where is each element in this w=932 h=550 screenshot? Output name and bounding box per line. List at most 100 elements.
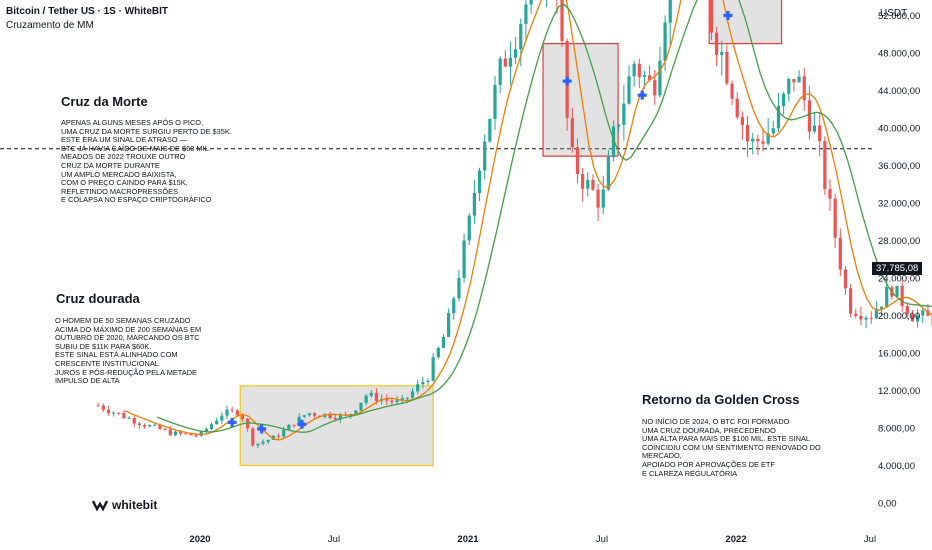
death-cross-title: Cruz da Morte bbox=[61, 94, 148, 109]
candle-body bbox=[849, 288, 853, 314]
y-tick-label: 36.000,00 bbox=[878, 161, 920, 172]
y-tick-label: 40.000,00 bbox=[878, 124, 920, 135]
candle-body bbox=[823, 141, 827, 190]
candle-body bbox=[452, 298, 456, 314]
highlight-box-layer bbox=[239, 0, 783, 467]
candle-body bbox=[194, 435, 198, 437]
candle-body bbox=[519, 23, 523, 50]
candle-body bbox=[524, 4, 528, 24]
candle-body bbox=[910, 314, 915, 322]
candle-body bbox=[591, 179, 595, 190]
candle-body bbox=[648, 75, 652, 80]
candle-body bbox=[617, 124, 621, 127]
candle-body bbox=[663, 22, 667, 61]
candle-body bbox=[359, 402, 363, 411]
candle-body bbox=[869, 317, 873, 319]
candle-body bbox=[374, 392, 379, 402]
candle-body bbox=[127, 417, 131, 419]
candle-body bbox=[313, 413, 317, 416]
candle-body bbox=[106, 409, 111, 414]
candle-body bbox=[771, 128, 775, 134]
ma-line-mm-50 bbox=[124, 0, 932, 441]
candle-body bbox=[431, 357, 435, 381]
indicator-label[interactable]: Cruzamento de MM bbox=[6, 20, 94, 31]
candle-body bbox=[256, 443, 260, 446]
candle-body bbox=[101, 405, 105, 410]
candle-body bbox=[405, 397, 409, 399]
candle-body bbox=[797, 76, 801, 83]
candle-body bbox=[410, 391, 415, 398]
candle-body bbox=[606, 156, 610, 190]
candle-body bbox=[916, 315, 920, 322]
candle-body bbox=[812, 125, 817, 132]
candle-body bbox=[782, 93, 786, 106]
candle-body bbox=[261, 441, 265, 444]
candle-body bbox=[766, 133, 770, 144]
cross-marker-layer bbox=[227, 11, 733, 434]
candle-body bbox=[137, 423, 141, 425]
candle-body bbox=[220, 415, 224, 421]
candle-body bbox=[179, 431, 183, 434]
candle-body bbox=[395, 400, 399, 403]
candle-body bbox=[807, 100, 811, 132]
candle-body bbox=[668, 0, 672, 23]
candle-body bbox=[441, 336, 446, 348]
candle-body bbox=[792, 79, 796, 83]
candle-body bbox=[627, 76, 631, 104]
ma-line-mm-200 bbox=[156, 0, 932, 433]
candle-body bbox=[142, 424, 147, 427]
candle-body bbox=[307, 413, 312, 416]
candle-body bbox=[601, 189, 605, 208]
candle-body bbox=[457, 277, 461, 299]
candle-body bbox=[148, 425, 152, 427]
candle-body bbox=[472, 193, 476, 216]
candle-body bbox=[467, 215, 471, 241]
candle-body bbox=[225, 409, 229, 416]
candle-body bbox=[653, 79, 657, 96]
candle-body bbox=[854, 313, 858, 316]
candle-body bbox=[493, 84, 497, 120]
candle-body bbox=[642, 75, 647, 78]
y-tick-label: 4.000,00 bbox=[878, 461, 915, 472]
candle-body bbox=[751, 139, 755, 142]
candle-body bbox=[895, 285, 899, 297]
candle-body bbox=[586, 179, 590, 189]
candle-body bbox=[421, 382, 425, 385]
candle-body bbox=[215, 420, 219, 425]
candle-body bbox=[503, 58, 507, 67]
brand-name: whitebit bbox=[112, 498, 158, 512]
candle-body bbox=[859, 315, 863, 320]
candle-body bbox=[776, 105, 781, 129]
currency-label[interactable]: USDT bbox=[880, 8, 908, 19]
candle-body bbox=[390, 400, 394, 403]
y-tick-label: 20.000,00 bbox=[878, 311, 920, 322]
candle-body bbox=[864, 317, 868, 320]
candle-body bbox=[715, 32, 719, 56]
candle-body bbox=[349, 414, 353, 416]
candle-body bbox=[926, 310, 930, 316]
y-tick-label: 44.000,00 bbox=[878, 86, 920, 97]
whitebit-logo-icon bbox=[92, 500, 108, 511]
candle-body bbox=[477, 170, 482, 194]
candle-body bbox=[369, 392, 373, 396]
candle-body bbox=[900, 285, 904, 307]
candle-body bbox=[874, 308, 878, 319]
candle-layer bbox=[96, 0, 932, 449]
candle-body bbox=[276, 435, 281, 437]
candle-body bbox=[761, 141, 765, 144]
candle-body bbox=[756, 139, 760, 142]
golden-return-title: Retorno da Golden Cross bbox=[642, 392, 800, 407]
y-tick-label: 12.000,00 bbox=[878, 386, 920, 397]
chart-title: Bitcoin / Tether US · 1S · WhiteBIT bbox=[6, 6, 169, 17]
y-tick-label: 24.000,00 bbox=[878, 274, 920, 285]
candle-body bbox=[730, 83, 734, 99]
candle-body bbox=[833, 198, 837, 238]
current-price-tag: 37.785,08 bbox=[872, 262, 923, 275]
x-tick-label: 2021 bbox=[457, 534, 479, 545]
x-tick-label: 2022 bbox=[725, 534, 746, 545]
candle-body bbox=[632, 63, 636, 77]
candle-body bbox=[168, 429, 172, 436]
golden-cross-text: O HOMEM DE 50 SEMANAS CRUZADO ACIMA DO M… bbox=[55, 316, 202, 386]
candle-body bbox=[637, 63, 641, 78]
